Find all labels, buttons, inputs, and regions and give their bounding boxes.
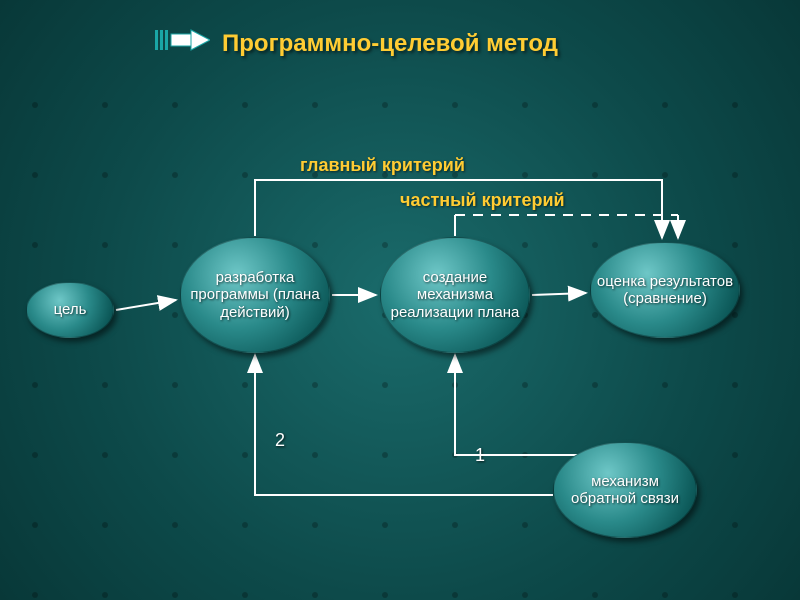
node-mech: создание механизма реализации плана [380, 237, 530, 353]
node-mech-label: создание механизма реализации плана [385, 269, 525, 321]
label-num-1: 1 [475, 445, 485, 466]
node-feedback: механизм обратной связи [553, 442, 697, 538]
node-result: оценка результатов (сравнение) [590, 242, 740, 338]
label-private-criterion: частный критерий [400, 190, 565, 211]
label-num-2: 2 [275, 430, 285, 451]
feedback-top-to-mech [455, 355, 579, 455]
node-dev: разработка программы (плана действий) [180, 237, 330, 353]
node-dev-label: разработка программы (плана действий) [185, 269, 325, 321]
node-goal: цель [26, 282, 114, 338]
goal-to-dev [116, 300, 176, 310]
feedback-bottom-to-dev [255, 355, 553, 495]
mech-to-result [532, 293, 586, 295]
node-result-label: оценка результатов (сравнение) [595, 273, 735, 308]
node-goal-label: цель [54, 301, 87, 318]
node-feedback-label: механизм обратной связи [558, 473, 692, 508]
label-main-criterion: главный критерий [300, 155, 465, 176]
diagram-title: Программно-целевой метод [222, 30, 558, 58]
title-arrow-icon [155, 28, 210, 52]
